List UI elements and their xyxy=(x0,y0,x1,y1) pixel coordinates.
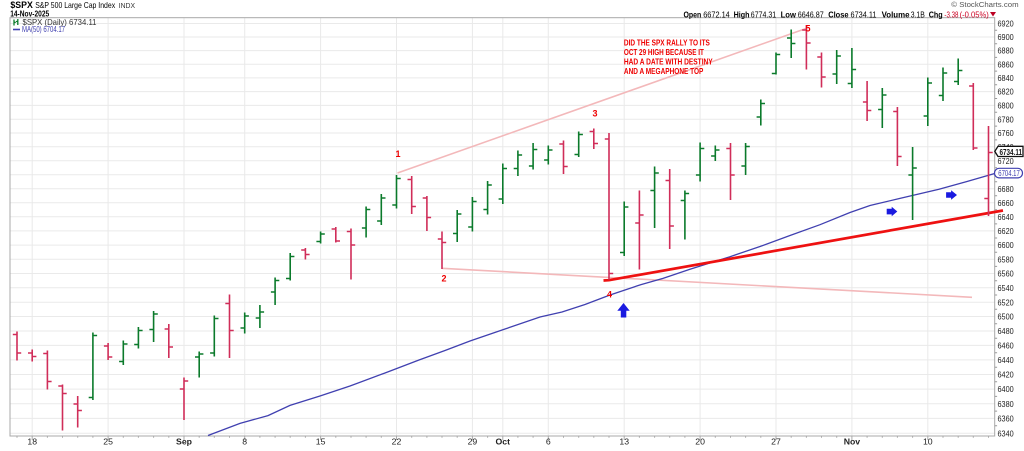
svg-text:3: 3 xyxy=(592,109,597,119)
svg-text:13: 13 xyxy=(619,437,629,447)
svg-text:AND A MEGAPHONE TOP: AND A MEGAPHONE TOP xyxy=(624,67,704,76)
svg-text:6720: 6720 xyxy=(998,156,1014,166)
svg-text:6560: 6560 xyxy=(998,269,1014,279)
svg-text:6600: 6600 xyxy=(998,240,1014,250)
svg-text:OCT 29 HIGH BECAUSE IT: OCT 29 HIGH BECAUSE IT xyxy=(624,48,704,57)
svg-text:6920: 6920 xyxy=(998,19,1014,29)
svg-text:6734.11: 6734.11 xyxy=(1000,147,1023,157)
svg-text:6580: 6580 xyxy=(998,254,1014,264)
svg-text:6860: 6860 xyxy=(998,59,1014,69)
svg-text:2: 2 xyxy=(441,274,446,284)
svg-text:6440: 6440 xyxy=(998,355,1014,365)
svg-text:6640: 6640 xyxy=(998,212,1014,222)
svg-text:20: 20 xyxy=(695,437,705,447)
svg-text:6880: 6880 xyxy=(998,46,1014,56)
svg-text:6800: 6800 xyxy=(998,101,1014,111)
svg-text:29: 29 xyxy=(468,437,478,447)
svg-text:6680: 6680 xyxy=(998,184,1014,194)
svg-text:INDX: INDX xyxy=(119,1,136,10)
svg-text:6900: 6900 xyxy=(998,32,1014,42)
svg-text:S&P 500 Large Cap Index: S&P 500 Large Cap Index xyxy=(35,0,116,10)
svg-text:22: 22 xyxy=(392,437,402,447)
svg-text:DID THE SPX RALLY TO ITS: DID THE SPX RALLY TO ITS xyxy=(624,38,710,47)
svg-text:1: 1 xyxy=(395,149,400,159)
svg-text:4: 4 xyxy=(607,290,612,300)
svg-text:27: 27 xyxy=(771,437,781,447)
svg-text:Sep: Sep xyxy=(176,437,192,447)
svg-text:14-Nov-2025: 14-Nov-2025 xyxy=(10,8,49,18)
svg-text:6360: 6360 xyxy=(998,414,1014,424)
svg-text:6780: 6780 xyxy=(998,114,1014,124)
svg-text:18: 18 xyxy=(27,437,37,447)
svg-text:6400: 6400 xyxy=(998,384,1014,394)
svg-text:6500: 6500 xyxy=(998,312,1014,322)
svg-text:6704.17: 6704.17 xyxy=(998,169,1020,178)
svg-text:6420: 6420 xyxy=(998,370,1014,380)
svg-text:6480: 6480 xyxy=(998,326,1014,336)
svg-text:MA(50) 6704.17: MA(50) 6704.17 xyxy=(22,25,65,34)
svg-text:15: 15 xyxy=(316,437,326,447)
svg-text:6460: 6460 xyxy=(998,341,1014,351)
svg-text:Oct: Oct xyxy=(496,437,511,447)
svg-text:6760: 6760 xyxy=(998,128,1014,138)
svg-text:6660: 6660 xyxy=(998,198,1014,208)
svg-text:6540: 6540 xyxy=(998,283,1014,293)
svg-text:25: 25 xyxy=(103,437,113,447)
svg-text:6820: 6820 xyxy=(998,87,1014,97)
svg-text:© StockCharts.com: © StockCharts.com xyxy=(951,0,1018,9)
svg-text:10: 10 xyxy=(923,437,933,447)
svg-text:8: 8 xyxy=(242,437,247,447)
svg-text:6520: 6520 xyxy=(998,297,1014,307)
svg-text:Nov: Nov xyxy=(844,437,861,447)
svg-text:6340: 6340 xyxy=(998,428,1014,438)
svg-text:$SPX (Daily) 6734.11: $SPX (Daily) 6734.11 xyxy=(23,17,97,27)
svg-text:5: 5 xyxy=(805,24,810,34)
svg-text:6: 6 xyxy=(546,437,551,447)
svg-text:$SPX: $SPX xyxy=(10,0,32,10)
svg-text:HAD A DATE WITH DESTINY: HAD A DATE WITH DESTINY xyxy=(624,57,713,66)
svg-text:6840: 6840 xyxy=(998,73,1014,83)
svg-text:6620: 6620 xyxy=(998,226,1014,236)
svg-text:6380: 6380 xyxy=(998,399,1014,409)
